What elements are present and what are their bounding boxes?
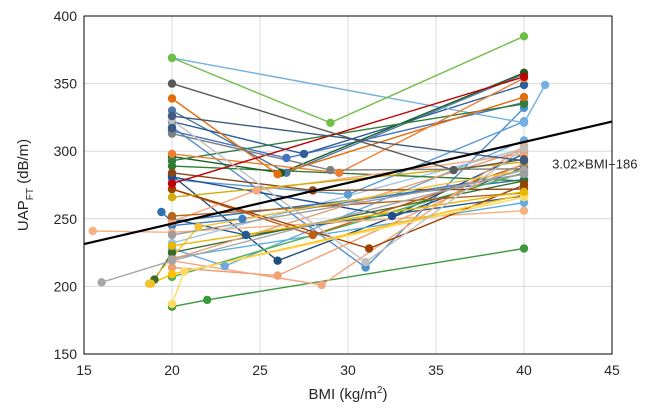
- data-point: [194, 222, 203, 232]
- data-point: [241, 230, 251, 240]
- series-line: [171, 173, 525, 236]
- data-point: [220, 261, 229, 271]
- data-point: [519, 156, 529, 165]
- y-tick-label: 400: [54, 8, 78, 24]
- y-tick-label: 300: [54, 143, 78, 159]
- data-point: [273, 170, 282, 179]
- data-point: [144, 279, 154, 288]
- data-point: [167, 241, 177, 250]
- data-point: [238, 214, 247, 223]
- data-point: [519, 92, 529, 102]
- data-point: [326, 118, 335, 128]
- y-axis-title: UAPFT (dB/m): [15, 139, 36, 231]
- gridlines: [83, 15, 613, 355]
- x-axis-title: BMI (kg/m2): [309, 385, 388, 403]
- x-tick-label: 20: [164, 362, 180, 378]
- data-point: [335, 168, 344, 177]
- data-point: [317, 280, 326, 290]
- series-line: [171, 201, 525, 259]
- data-point: [167, 111, 177, 121]
- data-point: [519, 80, 529, 90]
- series-lines: [92, 35, 546, 308]
- data-point: [180, 267, 189, 276]
- series-line: [171, 191, 525, 247]
- data-point: [540, 80, 550, 90]
- plot-frame: [83, 15, 613, 355]
- data-point: [519, 187, 529, 196]
- data-point: [519, 144, 529, 153]
- x-tick-label: 35: [428, 362, 444, 378]
- fit-line-label: 3.02×BMI+186: [552, 157, 637, 172]
- data-point: [167, 256, 177, 265]
- data-point: [167, 248, 177, 257]
- data-point: [167, 263, 177, 272]
- data-point: [361, 257, 370, 267]
- data-point: [88, 226, 98, 236]
- data-point: [326, 165, 335, 175]
- data-point: [167, 94, 177, 103]
- x-tick-label: 40: [516, 362, 532, 378]
- data-point: [252, 186, 261, 195]
- x-tick-label: 15: [76, 362, 92, 378]
- data-point: [519, 99, 529, 109]
- data-point: [167, 168, 177, 177]
- data-point: [519, 72, 529, 82]
- data-point: [449, 165, 458, 175]
- series-line: [171, 57, 546, 124]
- data-point: [167, 149, 177, 159]
- data-point: [167, 211, 177, 221]
- data-point: [308, 230, 317, 240]
- data-point: [167, 79, 177, 88]
- x-tick-label: 30: [340, 362, 356, 378]
- data-point: [157, 207, 166, 217]
- x-axis-ticks: 15 20 25 30 35 40 45: [76, 362, 620, 378]
- data-point: [299, 149, 309, 159]
- y-tick-label: 350: [54, 76, 78, 92]
- y-axis-ticks: 150 200 250 300 350 400: [54, 8, 78, 362]
- y-tick-label: 250: [54, 211, 78, 227]
- data-point: [519, 170, 529, 179]
- series-line: [92, 210, 525, 234]
- data-point: [97, 278, 106, 287]
- data-point: [167, 53, 177, 63]
- data-point: [343, 190, 353, 199]
- data-point: [167, 156, 177, 165]
- y-tick-label: 200: [54, 278, 78, 294]
- x-tick-label: 25: [252, 362, 268, 378]
- data-point: [364, 244, 374, 253]
- series-line: [171, 103, 525, 162]
- data-point: [519, 206, 529, 215]
- data-point: [519, 244, 529, 253]
- data-point: [203, 295, 212, 305]
- data-point: [273, 271, 282, 280]
- series-points: [88, 32, 550, 311]
- data-point: [167, 193, 177, 202]
- series-line: [171, 76, 525, 185]
- data-point: [519, 32, 529, 41]
- data-point: [167, 230, 177, 240]
- y-tick-label: 150: [54, 346, 78, 362]
- data-point: [519, 118, 529, 128]
- fit-line: [83, 120, 613, 246]
- series-line: [171, 165, 525, 182]
- data-point: [282, 153, 291, 163]
- data-point: [273, 256, 282, 265]
- data-point: [167, 299, 177, 309]
- data-point: [167, 124, 177, 133]
- data-point: [167, 179, 177, 188]
- data-point: [167, 270, 177, 279]
- x-tick-label: 45: [604, 362, 620, 378]
- data-point: [387, 211, 397, 221]
